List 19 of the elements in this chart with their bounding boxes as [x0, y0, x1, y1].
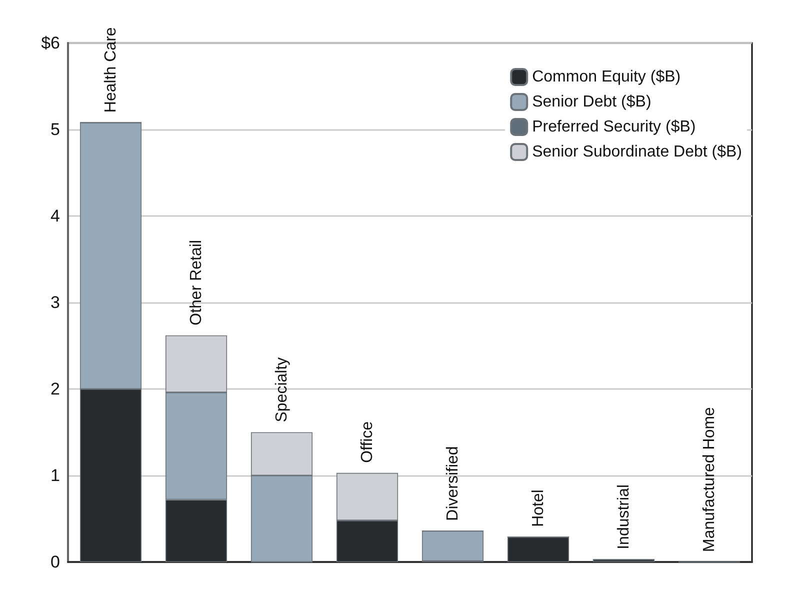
x-tick-label: Health Care — [102, 27, 120, 113]
x-tick-label: Office — [358, 421, 376, 463]
x-tick-label: Diversified — [444, 446, 462, 521]
y-tick-label: $6 — [41, 34, 60, 52]
y-tick-label: 3 — [50, 293, 60, 312]
y-tick-label: 1 — [50, 466, 60, 485]
legend-label: Senior Debt ($B) — [532, 94, 652, 110]
x-tick-label: Industrial — [615, 484, 632, 550]
y-tick-label: 4 — [50, 206, 60, 226]
x-tick-label: Hotel — [530, 490, 547, 527]
x-tick-label: Manufactured Home — [700, 406, 718, 552]
legend-label: Senior Subordinate Debt ($B) — [532, 144, 742, 160]
y-tick-label: 0 — [50, 552, 60, 572]
legend-label: Preferred Security ($B) — [532, 118, 696, 136]
x-tick-label: Specialty — [273, 357, 290, 422]
x-tick-label: Other Retail — [188, 240, 205, 326]
legend-label: Common Equity ($B) — [532, 68, 681, 86]
y-tick-label: 5 — [50, 120, 60, 139]
y-tick-label: 2 — [50, 380, 60, 398]
